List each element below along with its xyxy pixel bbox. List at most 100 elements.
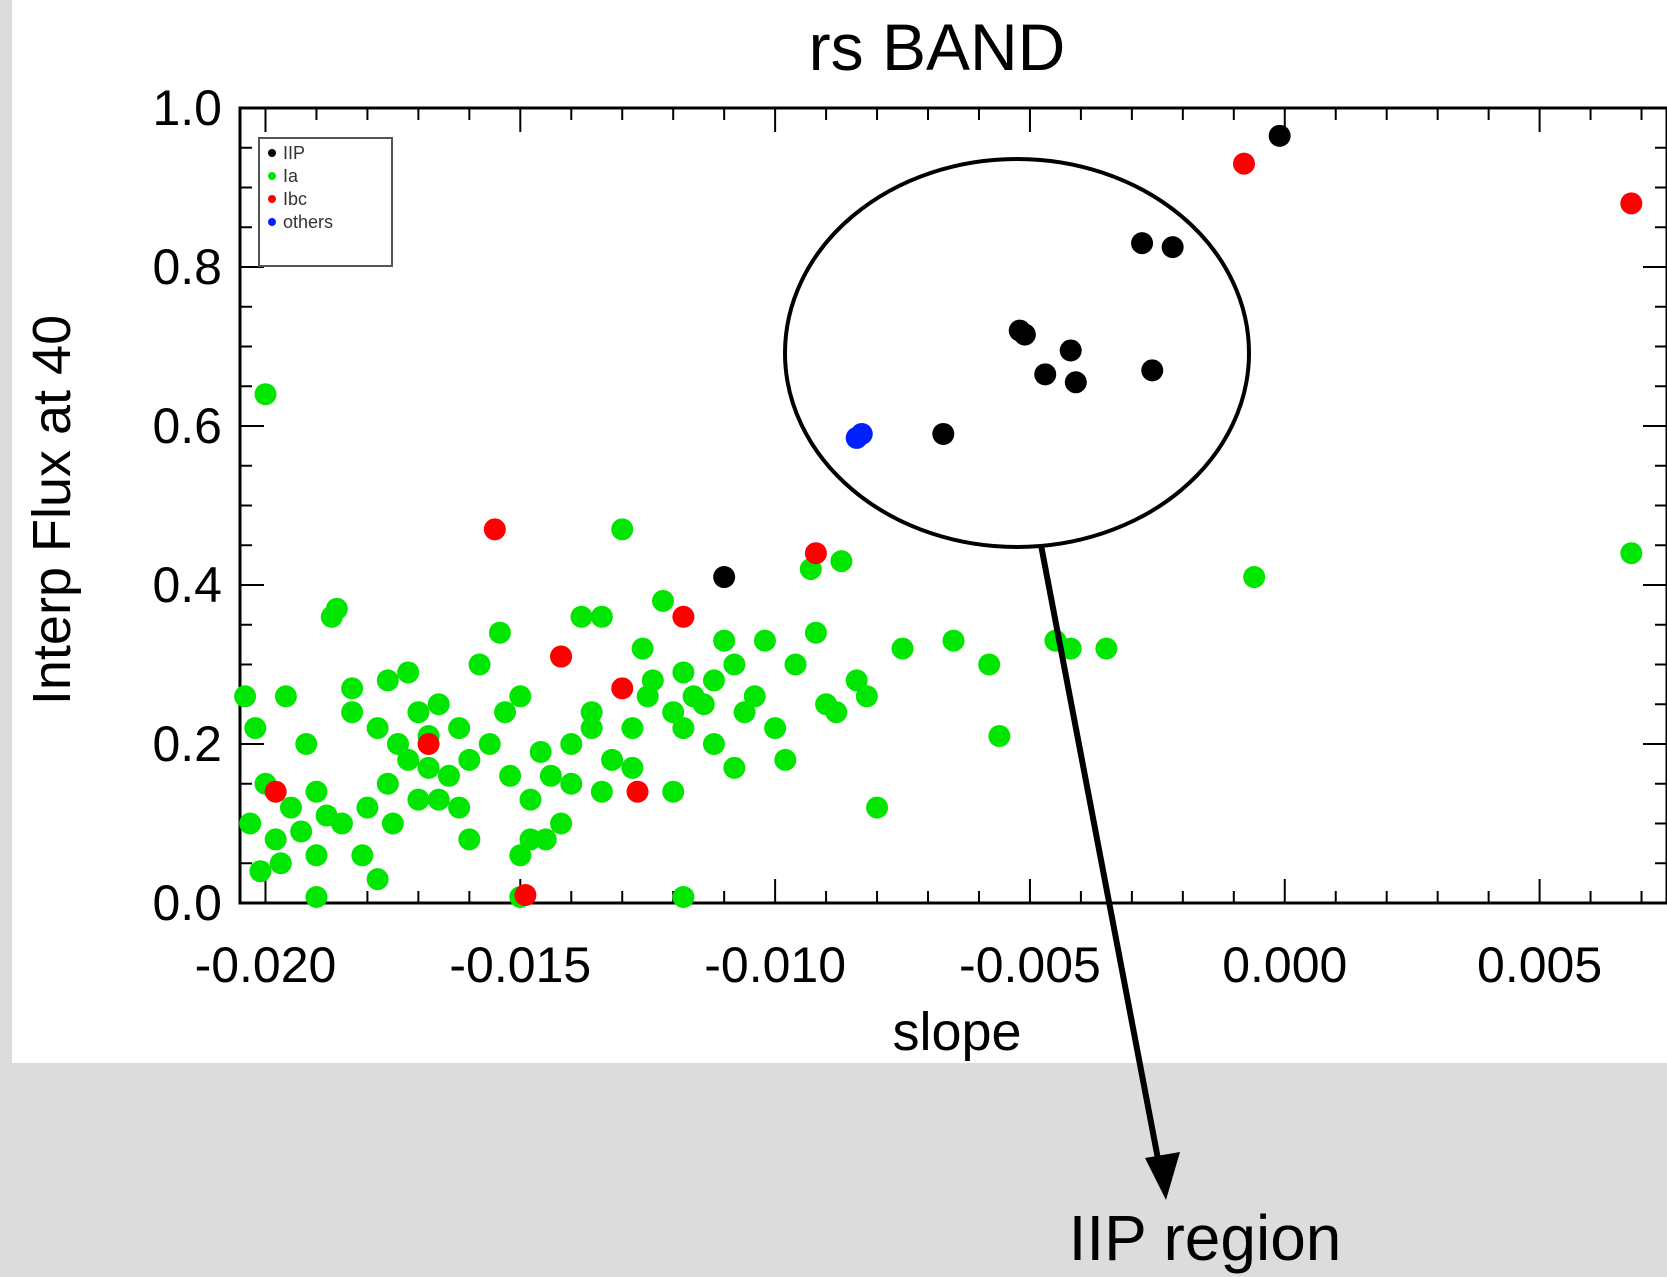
x-tick-label: -0.015 <box>449 937 591 993</box>
data-point <box>815 693 838 716</box>
data-point <box>1013 323 1036 346</box>
data-point <box>845 426 868 449</box>
iip-region-ellipse <box>783 157 1251 549</box>
data-point <box>621 717 644 740</box>
data-point <box>1268 124 1291 147</box>
data-point <box>672 717 695 740</box>
x-tick-label: -0.010 <box>704 937 846 993</box>
y-tick-label: 0.0 <box>152 875 222 931</box>
data-point <box>448 796 471 819</box>
data-point <box>570 605 593 628</box>
y-tick-label: 1.0 <box>152 80 222 136</box>
data-point <box>672 605 695 628</box>
data-point <box>845 669 868 692</box>
data-point <box>519 828 542 851</box>
data-point <box>468 653 491 676</box>
data-point <box>437 764 460 787</box>
data-point <box>932 422 955 445</box>
data-point <box>239 812 262 835</box>
data-point <box>1232 152 1255 175</box>
data-point <box>397 748 420 771</box>
data-point <box>1095 637 1118 660</box>
data-point <box>1620 542 1643 565</box>
data-point <box>804 621 827 644</box>
data-point <box>611 677 634 700</box>
data-point <box>249 860 272 883</box>
data-point <box>702 669 725 692</box>
data-point <box>550 812 573 835</box>
data-point <box>723 653 746 676</box>
legend-label: Ia <box>283 166 299 186</box>
data-point <box>1059 637 1082 660</box>
legend: IIP Ia Ibc others <box>258 137 393 267</box>
data-point <box>234 685 257 708</box>
y-axis-label: Interp Flux at 40 <box>22 315 82 705</box>
data-point <box>621 756 644 779</box>
data-point <box>529 740 552 763</box>
legend-marker <box>268 195 276 203</box>
data-point <box>1620 192 1643 215</box>
data-point <box>611 518 634 541</box>
legend-marker <box>268 172 276 180</box>
data-point <box>427 693 450 716</box>
data-point <box>356 796 379 819</box>
data-point <box>1131 232 1154 255</box>
data-point <box>631 637 654 660</box>
data-point <box>662 780 685 803</box>
data-point <box>341 701 364 724</box>
data-point <box>978 653 1001 676</box>
data-point <box>417 733 440 755</box>
x-tick-label: 0.000 <box>1222 937 1347 993</box>
data-point <box>519 788 542 811</box>
data-point <box>376 772 399 795</box>
data-points <box>234 124 1643 908</box>
annotation-arrow-head <box>1145 1152 1180 1200</box>
data-point <box>560 733 583 755</box>
data-point <box>733 701 756 724</box>
data-point <box>290 820 313 843</box>
data-point <box>830 550 853 573</box>
data-point <box>488 621 511 644</box>
data-point <box>458 828 481 851</box>
legend-marker <box>268 149 276 157</box>
y-tick-label: 0.2 <box>152 716 222 772</box>
x-tick-label: 0.005 <box>1477 937 1602 993</box>
data-point <box>891 637 914 660</box>
axis-ticks <box>240 107 1667 904</box>
data-point <box>305 780 328 803</box>
chart-title: rs BAND <box>809 10 1066 84</box>
legend-label: others <box>283 212 333 232</box>
data-point <box>499 764 522 787</box>
data-point <box>652 589 675 612</box>
data-point <box>417 756 440 779</box>
x-tick-label: -0.005 <box>959 937 1101 993</box>
data-point <box>366 717 389 740</box>
data-point <box>397 661 420 684</box>
data-point <box>713 566 736 589</box>
data-point <box>988 725 1011 748</box>
data-point <box>320 605 343 628</box>
data-point <box>264 780 287 803</box>
data-point <box>376 669 399 692</box>
data-point <box>580 717 603 740</box>
annotation-label: IIP region <box>1069 1202 1342 1274</box>
annotation-arrow-line <box>1038 544 1165 1181</box>
data-point <box>550 645 573 668</box>
data-point <box>295 733 318 755</box>
data-point <box>1243 566 1266 589</box>
data-point <box>494 701 517 724</box>
data-point <box>662 701 685 724</box>
x-axis-label: slope <box>892 1002 1021 1062</box>
data-point <box>254 383 277 406</box>
data-point <box>514 884 537 907</box>
data-point <box>1034 363 1057 386</box>
data-point <box>1059 339 1082 362</box>
data-point <box>692 693 715 716</box>
data-point <box>448 717 471 740</box>
y-tick-label: 0.8 <box>152 239 222 295</box>
data-point <box>601 748 624 771</box>
data-point <box>305 886 328 908</box>
data-point <box>407 701 430 724</box>
data-point <box>330 812 353 835</box>
